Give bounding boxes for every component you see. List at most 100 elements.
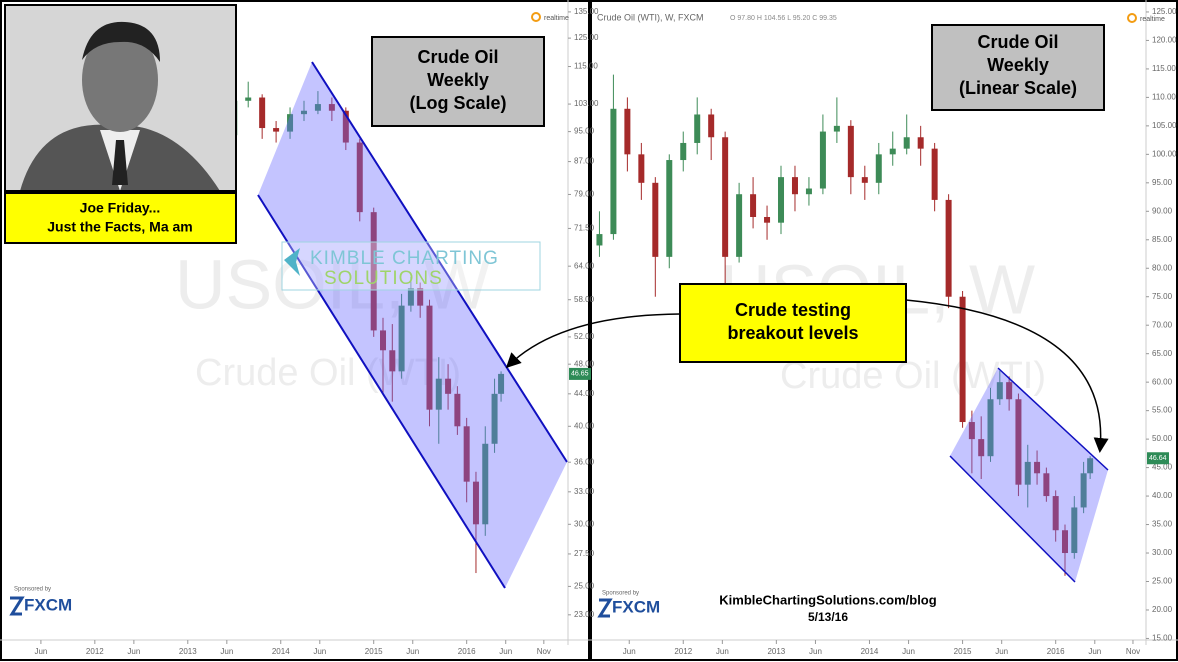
candle-body: [791, 177, 798, 195]
y-tick-label: 58.00: [574, 295, 595, 304]
candle-body: [931, 148, 938, 200]
title-box: [371, 36, 545, 127]
x-tick-label: Jun: [623, 647, 636, 656]
candle-body: [968, 422, 975, 440]
brand-text: KIMBLE CHARTING: [310, 248, 499, 269]
y-tick-label: 65.00: [1152, 349, 1173, 358]
y-tick-label: 40.00: [1152, 491, 1173, 500]
callout-box: [679, 283, 907, 363]
candle-body: [463, 426, 470, 482]
candle-body: [819, 131, 826, 189]
candle-body: [472, 481, 479, 525]
y-tick-label: 100.00: [1152, 149, 1177, 158]
y-tick-label: 33.00: [574, 487, 595, 496]
y-tick-label: 70.00: [1152, 320, 1173, 329]
y-tick-label: 135.00: [574, 7, 599, 16]
brand-icon: [284, 248, 300, 276]
caption: Joe Friday...: [80, 200, 161, 216]
photo-frame: [4, 4, 237, 192]
chart-header: Crude Oil (WTI), W, FXCM: [597, 12, 704, 22]
candle-body: [736, 194, 743, 257]
y-tick-label: 25.00: [574, 582, 595, 591]
realtime-icon: [531, 12, 541, 22]
y-tick-label: 79.00: [574, 190, 595, 199]
y-tick-label: 50.00: [1152, 434, 1173, 443]
candle-body: [1052, 496, 1059, 531]
candles-linear: [596, 74, 1094, 576]
watermark: Crude Oil (WTI): [195, 352, 461, 394]
realtime: realtime: [544, 15, 569, 22]
x-tick-label: 2016: [1047, 647, 1065, 656]
y-tick-label: 87.00: [574, 157, 595, 166]
panel-frame: [0, 0, 590, 661]
title-box: [931, 24, 1105, 111]
candle-body: [996, 382, 1003, 400]
sponsor: Sponsored by: [602, 591, 639, 597]
candle-body: [917, 137, 924, 149]
price-tag: [569, 367, 591, 380]
y-tick-label: 36.00: [574, 457, 595, 466]
sponsor-icon: [597, 598, 613, 618]
x-tick-label: Jun: [313, 647, 326, 656]
candle-body: [259, 97, 266, 129]
candle-body: [370, 212, 377, 331]
y-tick-label: 105.00: [1152, 121, 1177, 130]
candle-body: [328, 104, 335, 111]
footer: 5/13/16: [808, 610, 848, 624]
sponsor-icon: [9, 596, 25, 616]
y-tick-label: 95.00: [574, 127, 595, 136]
y-tick-label: 25.00: [1152, 577, 1173, 586]
x-tick-label: 2014: [272, 647, 290, 656]
x-tick-label: Jun: [406, 647, 419, 656]
candle-body: [652, 182, 659, 257]
y-tick-label: 44.00: [574, 389, 595, 398]
title: (Log Scale): [409, 93, 506, 113]
price-tag: [1147, 452, 1169, 465]
y-tick-label: 64.00: [574, 261, 595, 270]
sponsor: Sponsored by: [14, 587, 51, 593]
caption: Just the Facts, Ma am: [47, 219, 193, 235]
candle-body: [903, 137, 910, 149]
candle-body: [750, 194, 757, 217]
title: Crude Oil: [977, 32, 1058, 52]
candle-body: [287, 114, 294, 132]
y-tick-label: 90.00: [1152, 206, 1173, 215]
y-tick-label: 35.00: [1152, 520, 1173, 529]
x-tick-label: 2016: [458, 647, 476, 656]
ohlc-legend: O 97.80 H 104.56 L 95.20 C 99.35: [730, 15, 837, 22]
candle-body: [959, 296, 966, 423]
candle-body: [491, 393, 498, 444]
candle-body: [708, 114, 715, 138]
candle-body: [389, 350, 396, 372]
channel-line: [949, 455, 1076, 583]
candle-body: [314, 104, 321, 111]
realtime: realtime: [1140, 16, 1165, 23]
candle-body: [1024, 461, 1031, 485]
channel: [258, 62, 567, 588]
candle-body: [861, 177, 868, 183]
y-tick-label: 23.00: [574, 610, 595, 619]
candle-body: [978, 439, 985, 457]
candle-body: [778, 177, 785, 223]
x-tick-label: Jun: [716, 647, 729, 656]
candle-body: [245, 97, 252, 101]
x-tick-label: Jun: [34, 647, 47, 656]
candle-body: [435, 378, 442, 410]
x-tick-label: Jun: [127, 647, 140, 656]
x-tick-label: 2014: [861, 647, 879, 656]
photo-tie: [112, 140, 128, 185]
title: (Linear Scale): [959, 78, 1077, 98]
x-tick-label: 2012: [674, 647, 692, 656]
arrow: [905, 299, 1109, 453]
brand-box: [281, 241, 541, 291]
x-tick-label: Jun: [809, 647, 822, 656]
candle-body: [482, 443, 489, 525]
candle-body: [833, 125, 840, 132]
candle-body: [847, 125, 854, 178]
sponsor-logo: FXCM: [612, 597, 660, 616]
realtime-icon: [1127, 13, 1137, 23]
candle-body: [356, 142, 363, 213]
sponsor-logo: FXCM: [24, 595, 72, 614]
candle-body: [380, 330, 387, 351]
candle-body: [764, 216, 771, 223]
